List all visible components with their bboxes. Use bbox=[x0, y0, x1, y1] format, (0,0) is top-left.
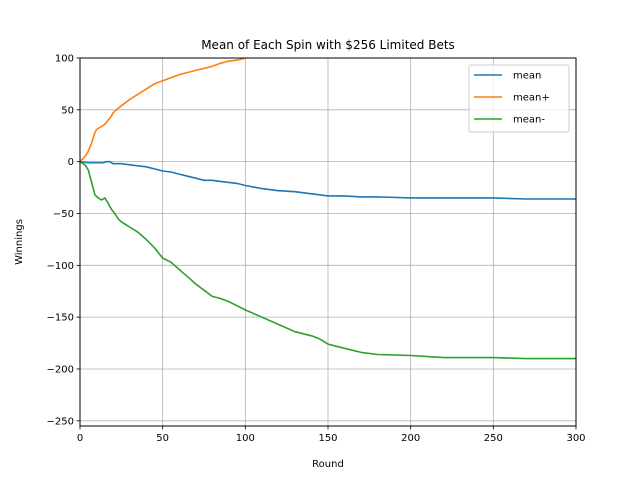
y-axis-title: Winnings bbox=[14, 219, 25, 265]
series-line-mean-plus bbox=[80, 58, 246, 163]
y-tick-label: −250 bbox=[47, 416, 74, 427]
series-line-mean bbox=[80, 160, 576, 200]
legend-label-mean-plus: mean+ bbox=[513, 93, 550, 104]
series-line-mean-minus bbox=[80, 161, 576, 360]
y-tick-label: −200 bbox=[47, 364, 74, 375]
plot-area: 0 50 100 150 200 250 300 100 50 0 −50 −100 −150 −200… bbox=[47, 54, 586, 445]
legend-box bbox=[468, 64, 570, 133]
x-tick-label: 250 bbox=[484, 433, 503, 444]
legend-label-mean-minus: mean- bbox=[513, 115, 545, 126]
y-tick-label: −150 bbox=[47, 313, 74, 324]
x-tick-label: 150 bbox=[318, 433, 337, 444]
y-axis: 100 50 0 −50 −100 −150 −200 −250 bbox=[47, 54, 80, 427]
x-axis: 0 50 100 150 200 250 300 bbox=[77, 426, 586, 444]
chart-title: Mean of Each Spin with $256 Limited Bets bbox=[201, 38, 455, 52]
x-tick-label: 100 bbox=[236, 433, 255, 444]
data-series bbox=[80, 58, 576, 360]
y-tick-label: −50 bbox=[53, 209, 74, 220]
x-axis-title: Round bbox=[312, 459, 344, 470]
x-tick-label: 300 bbox=[566, 433, 585, 444]
x-tick-label: 50 bbox=[156, 433, 169, 444]
legend-label-mean: mean bbox=[513, 71, 541, 82]
y-tick-label: −100 bbox=[47, 261, 74, 272]
y-tick-label: 50 bbox=[61, 105, 74, 116]
y-tick-label: 100 bbox=[55, 54, 74, 65]
x-tick-label: 0 bbox=[77, 433, 83, 444]
legend: mean mean+ mean- bbox=[468, 64, 570, 133]
x-tick-label: 200 bbox=[401, 433, 420, 444]
legend-entries: mean mean+ mean- bbox=[474, 71, 550, 126]
y-tick-label: 0 bbox=[68, 157, 74, 168]
